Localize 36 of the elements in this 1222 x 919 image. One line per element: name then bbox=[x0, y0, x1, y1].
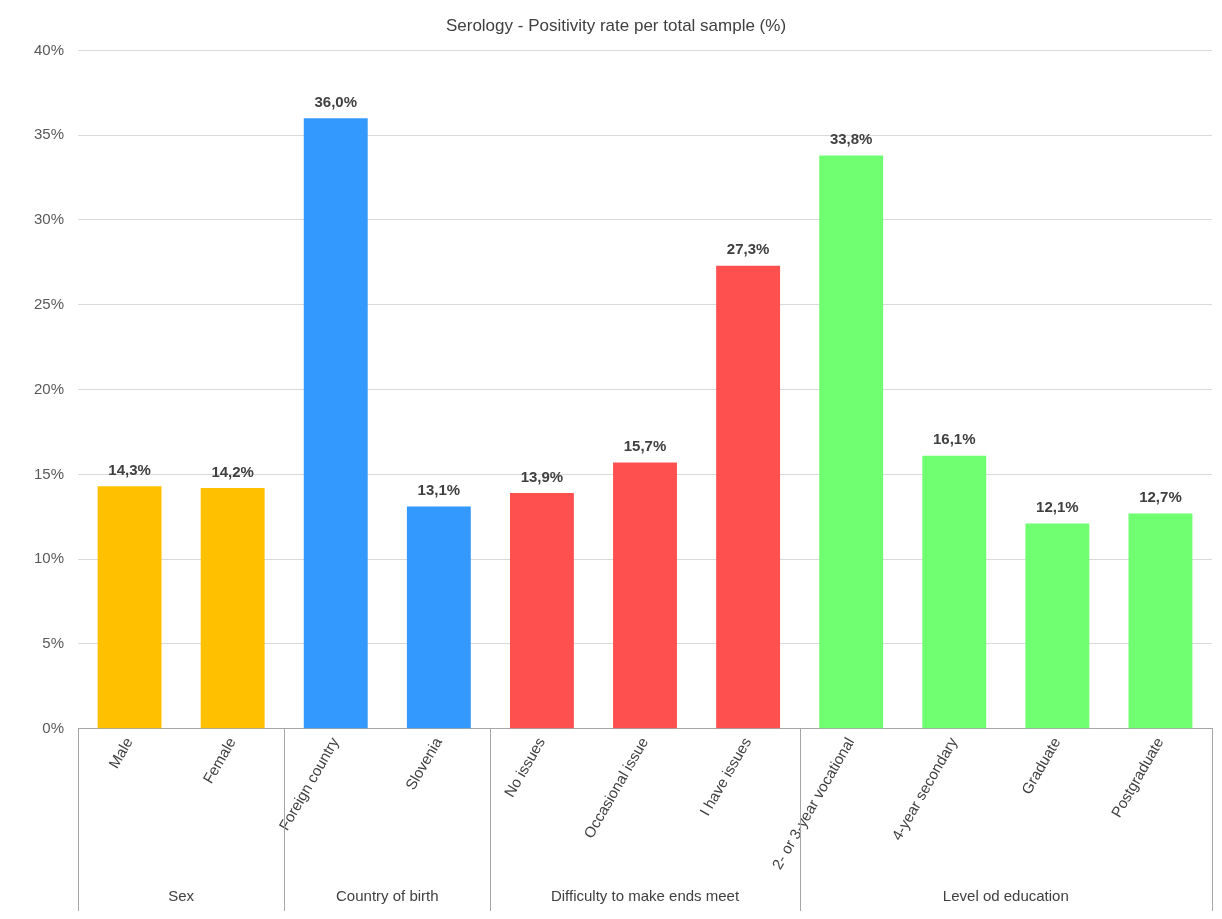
data-label: 15,7% bbox=[623, 437, 667, 455]
y-tick-label: 40% bbox=[33, 40, 65, 58]
y-tick-label: 25% bbox=[33, 294, 65, 312]
bar bbox=[303, 118, 368, 729]
data-label: 36,0% bbox=[314, 92, 358, 110]
y-tick-label: 10% bbox=[33, 549, 65, 567]
bar bbox=[200, 487, 265, 729]
y-tick-label: 30% bbox=[33, 210, 65, 228]
text: Difficulty to make ends meet bbox=[550, 887, 740, 905]
data-label: 13,1% bbox=[417, 481, 461, 499]
chart-title: Serology - Positivity rate per total sample (%) bbox=[445, 15, 787, 35]
text: Level od education bbox=[942, 887, 1069, 905]
y-tick-label: 20% bbox=[33, 379, 65, 397]
y-tick-label: 15% bbox=[33, 464, 65, 482]
data-label: 27,3% bbox=[726, 240, 770, 258]
text: Sex bbox=[168, 887, 195, 905]
bar bbox=[1128, 513, 1193, 729]
y-tick-label: 35% bbox=[33, 125, 65, 143]
bar bbox=[97, 486, 162, 729]
bar bbox=[922, 455, 987, 729]
bar bbox=[613, 462, 677, 729]
data-label: 12,7% bbox=[1139, 488, 1182, 506]
bar bbox=[1025, 523, 1090, 729]
data-label: 12,1% bbox=[1036, 498, 1079, 516]
data-label: 14,3% bbox=[108, 460, 151, 478]
y-tick-label: 5% bbox=[42, 634, 65, 652]
bar bbox=[819, 155, 884, 729]
y-tick-label: 0% bbox=[42, 718, 65, 736]
data-label: 14,2% bbox=[211, 462, 254, 480]
data-label: 13,9% bbox=[520, 467, 564, 485]
bar bbox=[509, 493, 574, 729]
data-label: 33,8% bbox=[829, 130, 873, 148]
text: Country of birth bbox=[336, 887, 439, 905]
bar bbox=[716, 265, 781, 729]
bar bbox=[406, 506, 471, 729]
data-label: 16,1% bbox=[933, 430, 976, 448]
